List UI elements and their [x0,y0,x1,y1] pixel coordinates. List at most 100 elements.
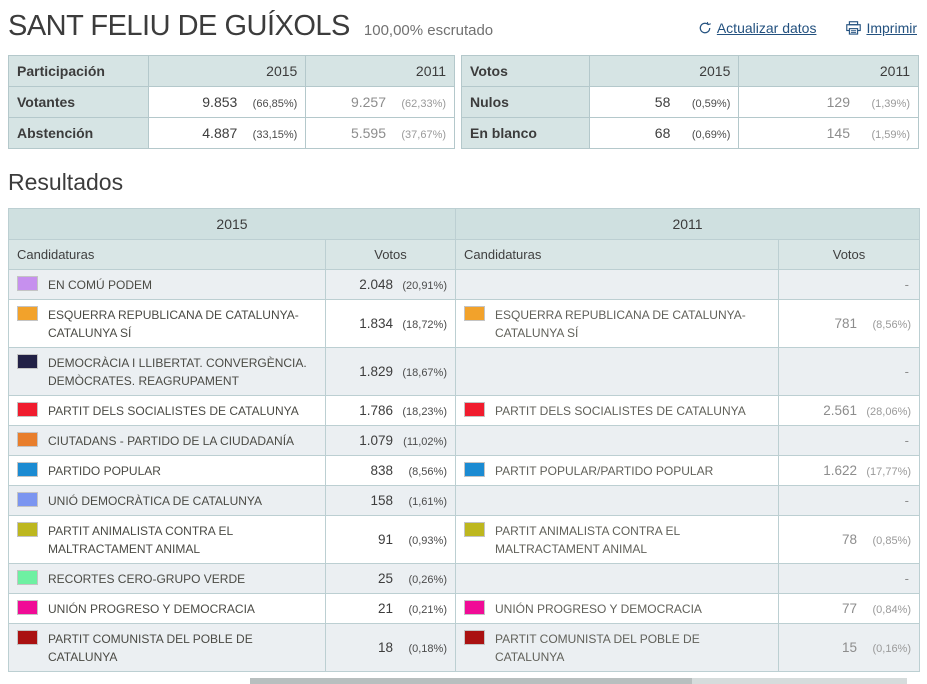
party-color-swatch [464,630,485,645]
candidature-cell: PARTIT DELS SOCIALISTES DE CATALUNYA [455,395,779,426]
votes-value: 18 [377,640,393,655]
votes-percent: (0,26%) [408,574,447,586]
party-color-swatch [17,522,38,537]
votes-percent: (8,56%) [408,466,447,478]
votes-value: 2.561 [823,403,858,418]
header-actions: Actualizar datos Imprimir [698,20,919,36]
candidature-cell: PARTIT COMUNISTA DEL POBLE DE CATALUNYA [8,623,326,672]
party-color-swatch [17,600,38,615]
candidature-cell: PARTIT DELS SOCIALISTES DE CATALUNYA [8,395,326,426]
candidature-cell: UNIÓN PROGRESO Y DEMOCRACIA [455,593,779,624]
empty-votes-cell: - [777,347,921,396]
value-cell-2015: 4.887 (33,15%) [147,117,307,149]
votes-cell: 1.834 (18,72%) [325,299,456,348]
candidature-cell: PARTIDO POPULAR [8,455,326,486]
value-cell-2011: 5.595 (37,67%) [305,117,456,149]
party-name: PARTIT ANIMALISTA CONTRA EL MALTRACTAMEN… [48,524,233,556]
column-header-candidaturas-2015: Candidaturas [8,239,326,270]
result-row: PARTIT COMUNISTA DEL POBLE DE CATALUNYA 1… [8,623,921,672]
party-color-swatch [17,570,38,585]
votes-percent: (20,91%) [402,280,447,292]
party-color-swatch [17,432,38,447]
party-name: ESQUERRA REPUBLICANA DE CATALUNYA-CATALU… [495,308,746,340]
party-name: DEMOCRÀCIA I LLIBERTAT. CONVERGÈNCIA. DE… [48,356,307,388]
table-row: Abstención 4.887 (33,15%) 5.595 (37,67%) [8,117,456,149]
votes-percent: (17,77%) [866,466,912,478]
candidature-cell [455,563,779,594]
candidature-cell: UNIÓN PROGRESO Y DEMOCRACIA [8,593,326,624]
column-header-votos-2011: Votos [777,239,921,270]
value-cell-2015: 58 (0,59%) [588,86,740,118]
votes-percent: (18,72%) [402,319,447,331]
party-name: PARTIT DELS SOCIALISTES DE CATALUNYA [48,404,299,418]
votes-value: 1.834 [359,316,393,331]
party-name: ESQUERRA REPUBLICANA DE CATALUNYA-CATALU… [48,308,299,340]
table-row: Nulos 58 (0,59%) 129 (1,39%) [461,86,919,118]
votes-table: Votos 2015 2011 Nulos 58 (0,59%) 129 (1,39… [461,55,919,149]
candidature-cell: PARTIT ANIMALISTA CONTRA EL MALTRACTAMEN… [8,515,326,564]
votes-header-label: Votos [461,55,590,87]
votes-cell: 838 (8,56%) [325,455,456,486]
result-row: EN COMÚ PODEM 2.048 (20,91%) - [8,269,921,300]
votes-value: 781 [834,316,858,331]
votes-value: 91 [377,532,393,547]
print-link[interactable]: Imprimir [846,20,917,36]
votes-value: 838 [370,463,393,478]
candidature-cell: DEMOCRÀCIA I LLIBERTAT. CONVERGÈNCIA. DE… [8,347,326,396]
candidature-cell [455,269,779,300]
result-row: UNIÓ DEMOCRÀTICA DE CATALUNYA 158 (1,61%) - [8,485,921,516]
votes-value: 78 [841,532,858,547]
value-cell-2015: 68 (0,69%) [588,117,740,149]
party-name: UNIÓN PROGRESO Y DEMOCRACIA [495,602,702,616]
results-year-2011: 2011 [454,208,921,240]
votes-percent: (0,85%) [872,535,912,547]
party-color-swatch [17,402,38,417]
votes-value: 1.079 [359,433,393,448]
result-row: DEMOCRÀCIA I LLIBERTAT. CONVERGÈNCIA. DE… [8,347,921,396]
column-header-candidaturas-2011: Candidaturas [455,239,779,270]
votes-cell: 18 (0,18%) [325,623,456,672]
votes-cell: 1.829 (18,67%) [325,347,456,396]
empty-votes-cell: - [777,269,921,300]
refresh-data-link[interactable]: Actualizar datos [698,20,817,36]
results-table: 2015 2011 Candidaturas Votos Candidatura… [8,208,921,672]
party-name: PARTIDO POPULAR [48,464,161,478]
votes-value: 1.829 [359,364,393,379]
candidature-cell: EN COMÚ PODEM [8,269,326,300]
value-cell-2011: 129 (1,39%) [738,86,919,118]
party-color-swatch [464,522,485,537]
candidature-cell [455,425,779,456]
candidature-cell: CIUTADANS - PARTIDO DE LA CIUDADANÍA [8,425,326,456]
votes-cell: 91 (0,93%) [325,515,456,564]
votes-percent: (18,67%) [402,367,447,379]
row-label: En blanco [461,117,590,149]
party-name: RECORTES CERO-GRUPO VERDE [48,572,246,586]
party-name: PARTIT POPULAR/PARTIDO POPULAR [495,464,714,478]
print-link-label: Imprimir [866,20,917,36]
results-year-2015: 2015 [8,208,456,240]
refresh-link-label: Actualizar datos [716,20,817,36]
result-row: PARTIT ANIMALISTA CONTRA EL MALTRACTAMEN… [8,515,921,564]
empty-votes-cell: - [777,425,921,456]
row-label: Votantes [8,86,149,118]
scrutiny-status: 100,00% escrutado [363,22,494,39]
candidature-cell: PARTIT ANIMALISTA CONTRA EL MALTRACTAMEN… [455,515,779,564]
cutoff-element [8,678,919,684]
candidature-cell: ESQUERRA REPUBLICANA DE CATALUNYA-CATALU… [8,299,326,348]
votes-cell: 1.622 (17,77%) [777,455,921,486]
votes-percent: (1,61%) [408,496,447,508]
candidature-cell [455,485,779,516]
votes-cell: 781 (8,56%) [777,299,921,348]
votes-percent: (0,21%) [408,604,447,616]
refresh-icon [698,21,712,35]
row-label: Nulos [461,86,590,118]
value-cell-2015: 9.853 (66,85%) [147,86,307,118]
votes-value: 1.622 [823,463,858,478]
result-row: CIUTADANS - PARTIDO DE LA CIUDADANÍA 1.07… [8,425,921,456]
party-name: UNIÓN PROGRESO Y DEMOCRACIA [48,602,255,616]
party-color-swatch [17,354,38,369]
party-name: UNIÓ DEMOCRÀTICA DE CATALUNYA [48,494,263,508]
votes-cell: 15 (0,16%) [777,623,921,672]
votes-cell: 2.048 (20,91%) [325,269,456,300]
